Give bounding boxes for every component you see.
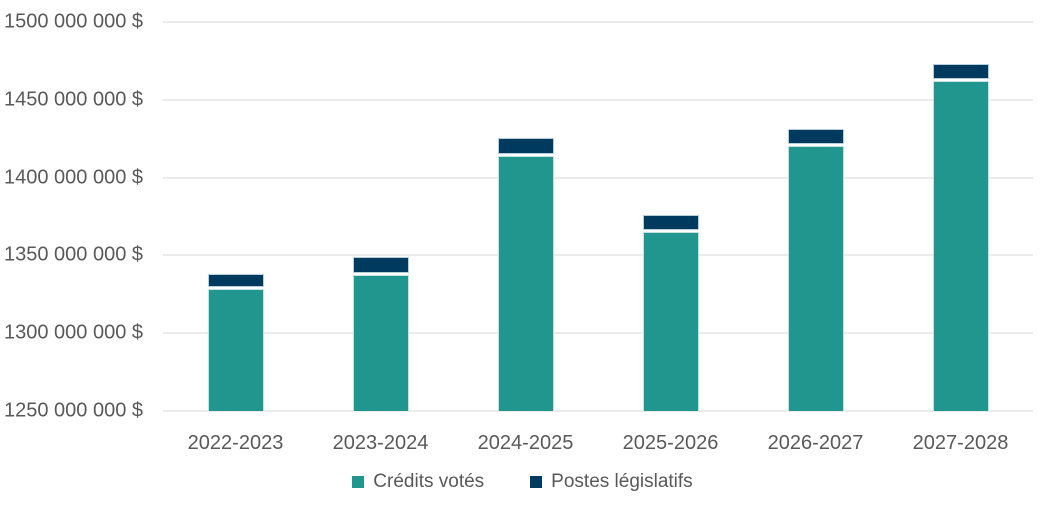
y-tick-label: 1250 000 000 $	[3, 399, 143, 422]
y-tick-label: 1450 000 000 $	[3, 88, 143, 111]
segment-postes-legislatifs-2024-2025	[497, 138, 554, 154]
x-tick-label-2024-2025: 2024-2025	[477, 432, 574, 454]
segment-postes-legislatifs-2023-2024	[352, 256, 409, 273]
stacked-bar-2027-2028	[932, 63, 989, 411]
legend-item-postes-legislatifs: Postes législatifs	[530, 471, 693, 493]
legend: Crédits votés Postes législatifs	[0, 471, 1045, 493]
x-axis: 2022-2023 2023-2024 2024-2025 2025-2026 2026…	[163, 429, 1033, 457]
bars-layer	[163, 22, 1033, 411]
x-tick-label-2026-2027: 2026-2027	[767, 432, 864, 454]
x-tick-label-2023-2024: 2023-2024	[332, 432, 429, 454]
y-tick-label: 1400 000 000 $	[3, 166, 143, 189]
legend-label-credits-votes: Crédits votés	[373, 471, 485, 492]
legend-swatch-postes-legislatifs-icon	[530, 476, 543, 488]
segment-postes-legislatifs-2027-2028	[932, 63, 989, 80]
legend-label-postes-legislatifs: Postes législatifs	[551, 471, 693, 492]
segment-credits-votes-2025-2026	[642, 232, 699, 411]
gridline	[163, 21, 1033, 23]
segment-credits-votes-2027-2028	[932, 81, 989, 411]
x-tick-label-2025-2026: 2025-2026	[622, 432, 719, 454]
y-axis: 1250 000 000 $ 1300 000 000 $ 1350 000 000…	[0, 0, 148, 422]
x-tick-label-2027-2028: 2027-2028	[912, 432, 1009, 454]
segment-postes-legislatifs-2025-2026	[642, 214, 699, 231]
y-tick-label: 1300 000 000 $	[3, 321, 143, 344]
bar-slot-2023-2024	[308, 22, 453, 411]
y-tick-label: 1350 000 000 $	[3, 243, 143, 266]
legend-item-credits-votes: Crédits votés	[352, 471, 484, 493]
gridline	[163, 254, 1033, 257]
segment-credits-votes-2024-2025	[497, 155, 554, 411]
segment-credits-votes-2026-2027	[787, 146, 844, 411]
segment-postes-legislatifs-2026-2027	[787, 128, 844, 145]
stacked-bar-2024-2025	[497, 138, 554, 411]
plot-area	[163, 21, 1033, 412]
stacked-bar-2026-2027	[787, 128, 844, 411]
stacked-bar-2022-2023	[207, 273, 264, 411]
bar-slot-2026-2027	[743, 22, 888, 411]
gridline	[163, 332, 1033, 335]
gridline	[163, 410, 1033, 412]
gridline	[163, 98, 1033, 101]
legend-swatch-credits-votes-icon	[352, 476, 365, 488]
bar-slot-2022-2023	[163, 22, 308, 411]
segment-postes-legislatifs-2022-2023	[207, 273, 264, 287]
gridline	[163, 176, 1033, 179]
bar-slot-2024-2025	[453, 22, 598, 411]
y-tick-label: 1500 000 000 $	[3, 10, 143, 33]
stacked-bar-2023-2024	[352, 256, 409, 411]
segment-credits-votes-2022-2023	[207, 288, 264, 411]
stacked-bar-2025-2026	[642, 214, 699, 411]
bar-slot-2027-2028	[888, 22, 1033, 411]
bar-slot-2025-2026	[598, 22, 743, 411]
segment-credits-votes-2023-2024	[352, 274, 409, 411]
x-tick-label-2022-2023: 2022-2023	[187, 432, 284, 454]
